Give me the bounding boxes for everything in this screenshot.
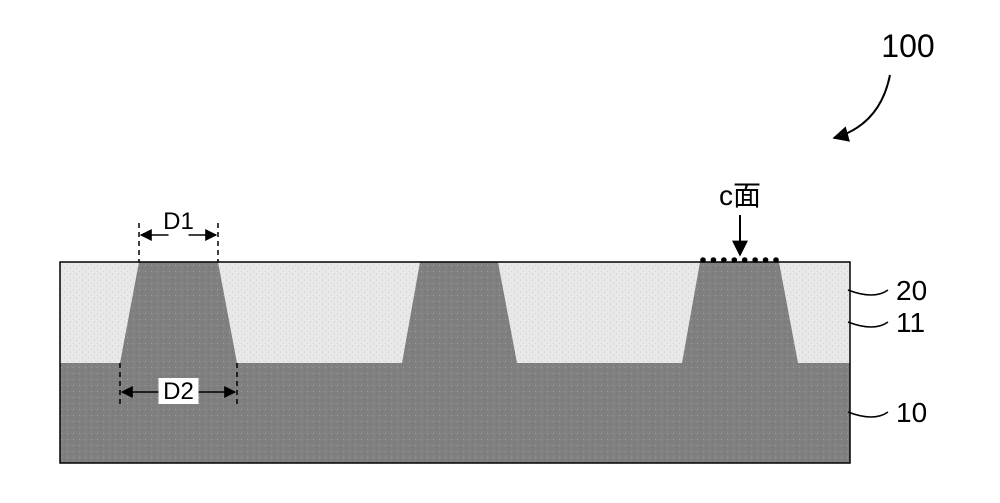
svg-text:D1: D1	[163, 208, 194, 235]
diagram-container: D1 D2 c面 100 2011 10	[0, 0, 1000, 503]
svg-text:10: 10	[896, 397, 927, 428]
svg-text:100: 100	[881, 28, 934, 64]
svg-text:c面: c面	[719, 180, 761, 211]
svg-text:11: 11	[896, 307, 925, 338]
cross-section-diagram: D1 D2 c面 100 2011 10	[0, 0, 1000, 503]
svg-text:D2: D2	[163, 378, 194, 405]
svg-text:20: 20	[896, 275, 927, 306]
